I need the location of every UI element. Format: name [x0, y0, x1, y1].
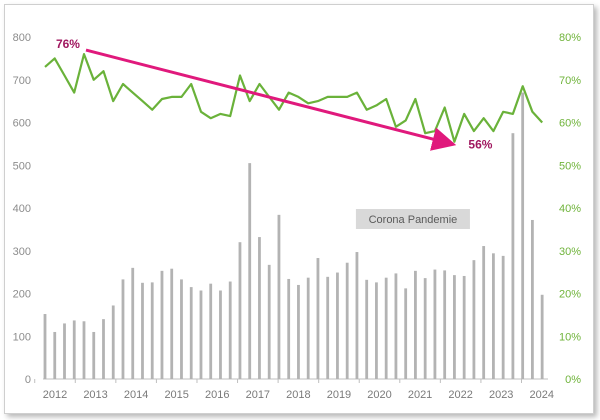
bar — [170, 268, 174, 379]
left-axis-tick-label: 100 — [13, 331, 31, 343]
bar — [326, 276, 330, 379]
bar — [72, 320, 76, 379]
right-axis-tick-label: 70% — [559, 75, 581, 87]
bar — [472, 260, 476, 379]
x-axis-tick-label: 2018 — [286, 389, 310, 401]
right-axis-tick-label: 50% — [559, 160, 581, 172]
bar — [102, 319, 105, 379]
bar — [267, 264, 271, 379]
x-axis-tick-label: 2014 — [124, 389, 148, 401]
bar — [375, 282, 378, 379]
bar — [345, 262, 349, 379]
pandemic-label: Corona Pandemie — [369, 214, 458, 226]
bar — [521, 92, 525, 379]
x-axis-tick-label: 2013 — [83, 389, 107, 401]
pandemic-label-box — [355, 209, 470, 229]
left-axis-tick-label: 700 — [13, 75, 31, 87]
chart-frame: 0 100 200 300 400 500 600 700 800 0% 10% 20% 30% 40%… — [4, 4, 594, 414]
bar — [150, 282, 154, 379]
right-axis-tick-label: 40% — [559, 203, 581, 215]
bar — [394, 273, 398, 379]
bar — [531, 219, 534, 379]
bar — [462, 275, 466, 379]
x-axis-tick-label: 2017 — [246, 389, 270, 401]
bar — [365, 279, 369, 379]
x-axis-tick-label: 2012 — [43, 389, 67, 401]
bar — [258, 237, 261, 379]
left-axis-tick-label: 0 — [25, 374, 31, 386]
left-axis-tick-label: 300 — [13, 246, 31, 258]
bar — [443, 270, 447, 379]
bar — [180, 279, 183, 379]
bar — [199, 290, 203, 379]
bar — [121, 279, 125, 379]
bar — [433, 269, 437, 379]
right-axis-tick-label: 20% — [559, 289, 581, 301]
bar — [189, 287, 193, 379]
x-axis-tick-label: 2021 — [408, 389, 432, 401]
bar — [501, 255, 505, 379]
bar — [414, 270, 417, 379]
right-axis-tick-label: 30% — [559, 246, 581, 258]
percentage-line — [44, 52, 544, 143]
bar — [492, 253, 495, 379]
bar — [482, 246, 486, 379]
bar — [131, 267, 135, 379]
bar — [297, 284, 300, 379]
bar — [248, 163, 252, 379]
right-axis-tick-label: 60% — [559, 118, 581, 130]
x-axis-tick-label: 2022 — [448, 389, 472, 401]
bar — [43, 314, 47, 379]
bar — [53, 331, 57, 379]
bar — [287, 278, 291, 379]
combo-chart: 0 100 200 300 400 500 600 700 800 0% 10% 20% 30% 40%… — [13, 32, 582, 401]
bar — [82, 321, 86, 379]
start-percent-label: 76% — [56, 37, 80, 51]
trend-arrow — [85, 48, 457, 151]
bar — [453, 275, 456, 379]
right-axis-tick-label: 80% — [559, 32, 581, 44]
bar — [160, 270, 164, 379]
bar — [238, 242, 242, 379]
x-axis-tick-label: 2019 — [327, 389, 351, 401]
bar — [277, 214, 281, 379]
x-axis-tick-label: 2015 — [164, 389, 188, 401]
bar — [355, 252, 359, 379]
left-axis-tick-label: 400 — [13, 203, 31, 215]
bar — [511, 133, 515, 379]
bar — [540, 294, 544, 379]
x-axis-tick-label: 2023 — [489, 389, 513, 401]
bar — [423, 278, 427, 379]
bar — [92, 331, 96, 379]
left-axis-tick-label: 500 — [13, 160, 31, 172]
x-axis-tick-label: 2020 — [367, 389, 391, 401]
bar — [228, 281, 232, 379]
bar — [316, 258, 320, 379]
bar — [63, 323, 66, 379]
bar — [384, 277, 388, 379]
left-axis-tick-label: 200 — [13, 289, 31, 301]
left-axis-tick-label: 600 — [13, 118, 31, 130]
x-axis-tick-label: 2024 — [530, 389, 554, 401]
left-axis-tick-label: 800 — [13, 32, 31, 44]
bar — [209, 283, 213, 379]
x-axis-tick-label: 2016 — [205, 389, 229, 401]
bar — [141, 282, 144, 379]
bar — [306, 277, 310, 379]
bar — [336, 272, 339, 379]
bar — [219, 290, 222, 379]
bar — [111, 305, 115, 379]
bar — [404, 288, 408, 379]
right-axis-tick-label: 0% — [565, 374, 581, 386]
end-percent-label: 56% — [468, 138, 492, 152]
right-axis-tick-label: 10% — [559, 331, 581, 343]
